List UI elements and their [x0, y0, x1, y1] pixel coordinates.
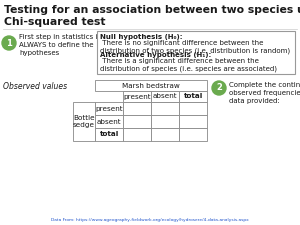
Text: There is no significant difference between the
distribution of two species (i.e.: There is no significant difference betwe… — [100, 40, 290, 54]
FancyBboxPatch shape — [95, 128, 123, 141]
Text: present: present — [95, 106, 123, 112]
Text: Alternative hypothesis (H₁):: Alternative hypothesis (H₁): — [100, 52, 211, 58]
Text: present: present — [123, 94, 151, 99]
Text: total: total — [99, 131, 119, 137]
Text: 1: 1 — [6, 38, 12, 47]
Circle shape — [212, 81, 226, 95]
Text: total: total — [183, 94, 202, 99]
Text: Data From: https://www.ageography-fieldwork.org/ecology/hydrosere/4-data-analysi: Data From: https://www.ageography-fieldw… — [51, 218, 249, 222]
Text: absent: absent — [97, 119, 121, 124]
Text: absent: absent — [153, 94, 177, 99]
FancyBboxPatch shape — [123, 91, 151, 102]
FancyBboxPatch shape — [151, 91, 179, 102]
FancyBboxPatch shape — [151, 128, 179, 141]
Text: First step in statistics is
ALWAYS to define the
hypotheses: First step in statistics is ALWAYS to de… — [19, 34, 101, 56]
FancyBboxPatch shape — [151, 102, 179, 115]
Text: Bottle
sedge: Bottle sedge — [73, 115, 95, 128]
Text: Chi-squared test: Chi-squared test — [4, 17, 106, 27]
Text: Complete the contingency table of
observed frequencies using the
data provided:: Complete the contingency table of observ… — [229, 82, 300, 104]
FancyBboxPatch shape — [97, 31, 295, 74]
FancyBboxPatch shape — [123, 128, 151, 141]
FancyBboxPatch shape — [179, 128, 207, 141]
FancyBboxPatch shape — [151, 115, 179, 128]
FancyBboxPatch shape — [179, 102, 207, 115]
FancyBboxPatch shape — [123, 115, 151, 128]
Text: 2: 2 — [216, 83, 222, 92]
FancyBboxPatch shape — [95, 80, 207, 91]
FancyBboxPatch shape — [95, 115, 123, 128]
FancyBboxPatch shape — [179, 115, 207, 128]
Text: Marsh bedstraw: Marsh bedstraw — [122, 83, 180, 88]
Circle shape — [2, 36, 16, 50]
FancyBboxPatch shape — [73, 102, 95, 141]
Text: Null hypothesis (H₀):: Null hypothesis (H₀): — [100, 34, 182, 40]
FancyBboxPatch shape — [179, 91, 207, 102]
Text: Observed values: Observed values — [3, 82, 67, 91]
FancyBboxPatch shape — [123, 102, 151, 115]
Text: Testing for an association between two species using the: Testing for an association between two s… — [4, 5, 300, 15]
FancyBboxPatch shape — [95, 102, 123, 115]
Text: There is a significant difference between the
distribution of species (i.e. spec: There is a significant difference betwee… — [100, 58, 277, 72]
